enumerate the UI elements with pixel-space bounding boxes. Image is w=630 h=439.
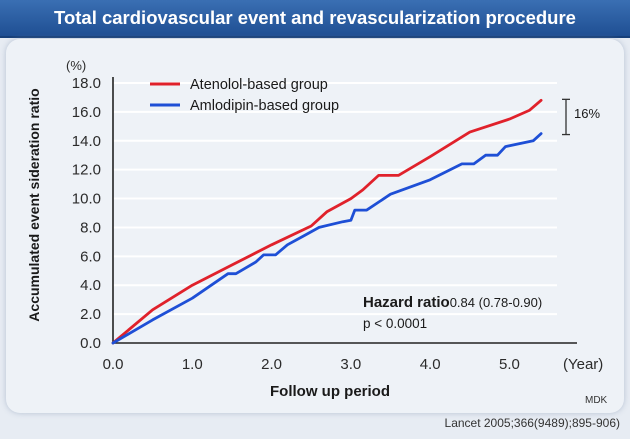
hazard-ratio-label: Hazard ratio [363, 294, 450, 311]
y-tick-label: 16.0 [72, 104, 101, 121]
x-unit-label: (Year) [563, 356, 603, 373]
p-value-text: p < 0.0001 [363, 316, 427, 331]
gap-label: 16% [574, 106, 600, 121]
y-tick-label: 10.0 [72, 191, 101, 208]
y-unit-label: (%) [66, 58, 86, 73]
legend-label: Atenolol-based group [190, 77, 328, 93]
y-tick-label: 6.0 [80, 248, 101, 265]
x-tick-label: 1.0 [182, 356, 203, 373]
y-tick-label: 12.0 [72, 162, 101, 179]
hazard-ratio-value: 0.84 (0.78-0.90) [450, 295, 543, 310]
x-axis-title: Follow up period [270, 383, 390, 400]
x-tick-label: 3.0 [340, 356, 361, 373]
brand-mark: MDK [585, 395, 608, 406]
x-tick-label: 4.0 [420, 356, 441, 373]
x-tick-label: 0.0 [103, 356, 124, 373]
citation: Lancet 2005;366(9489);895-906) [444, 416, 620, 430]
y-tick-label: 18.0 [72, 75, 101, 92]
y-tick-label: 4.0 [80, 277, 101, 294]
title-bar: Total cardiovascular event and revascula… [0, 0, 630, 38]
chart-title: Total cardiovascular event and revascula… [54, 7, 576, 28]
y-tick-label: 14.0 [72, 133, 101, 150]
y-axis-title: Accumulated event sideration ratio [26, 88, 42, 321]
legend-label: Amlodipin-based group [190, 98, 339, 114]
chart-panel [6, 39, 624, 413]
series-line [111, 98, 543, 345]
series-line [111, 132, 543, 345]
y-tick-label: 2.0 [80, 306, 101, 323]
y-tick-label: 0.0 [80, 335, 101, 352]
hazard-ratio-text: Hazard ratio0.84 (0.78-0.90) [363, 294, 542, 311]
y-tick-label: 8.0 [80, 219, 101, 236]
x-tick-label: 2.0 [261, 356, 282, 373]
x-tick-label: 5.0 [499, 356, 520, 373]
